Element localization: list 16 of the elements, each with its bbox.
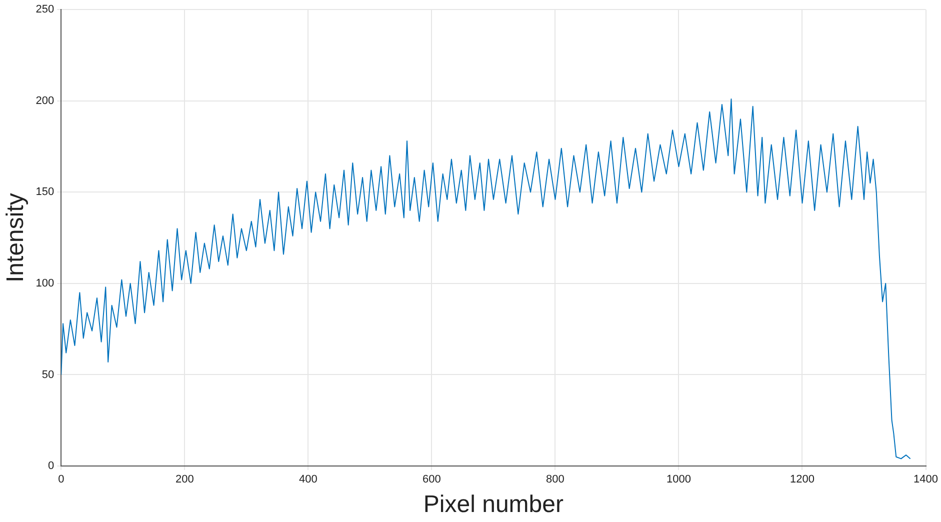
y-tick-label: 250 <box>36 4 54 16</box>
y-tick-label: 100 <box>36 277 54 290</box>
y-tick-label: 200 <box>36 94 54 107</box>
y-tick-label: 0 <box>48 460 54 472</box>
y-tick-label: 150 <box>36 186 54 198</box>
x-tick-label: 1200 <box>790 474 814 486</box>
x-tick-label: 600 <box>422 474 441 486</box>
y-axis-title: Intensity <box>2 193 30 282</box>
x-tick-label: 1400 <box>914 474 938 486</box>
y-tick-label: 50 <box>42 368 54 381</box>
x-tick-label: 400 <box>299 474 318 486</box>
x-tick-label: 200 <box>175 474 194 486</box>
x-axis-title: Pixel number <box>423 491 564 518</box>
x-tick-label: 1000 <box>666 474 691 486</box>
x-tick-label: 0 <box>58 474 64 486</box>
x-tick-label: 800 <box>546 474 564 486</box>
